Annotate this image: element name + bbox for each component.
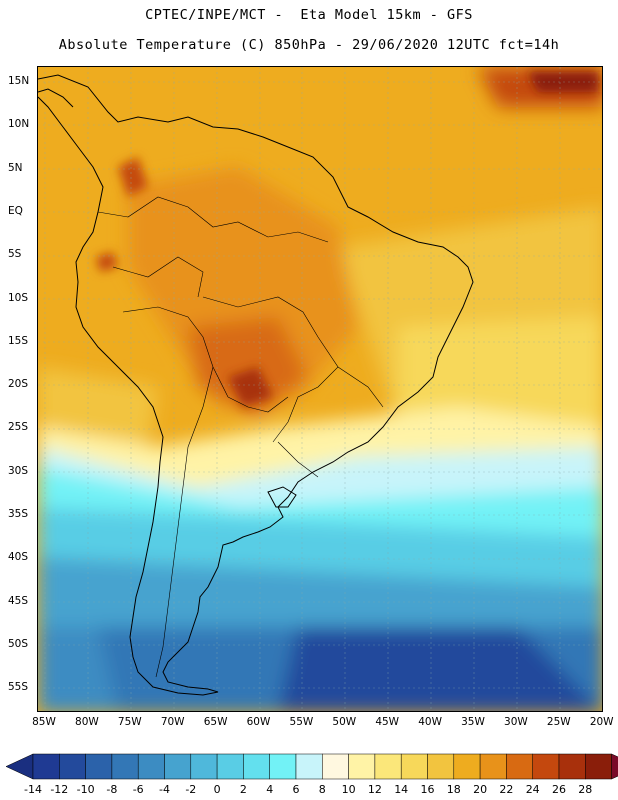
lat-label: 5N <box>8 161 23 174</box>
lon-label: 35W <box>461 716 485 728</box>
lat-label: 25S <box>8 421 29 434</box>
field-zone-neg12 <box>278 627 602 711</box>
colorbar-tick-label: 18 <box>446 783 461 796</box>
chart-subtitle: Absolute Temperature (C) 850hPa - 29/06/… <box>58 37 560 53</box>
colorbar-swatch <box>400 753 428 780</box>
colorbar-tick-label: 28 <box>578 783 593 796</box>
central-america-coast <box>38 88 74 108</box>
lon-label: 55W <box>289 716 314 728</box>
colorbar-swatch <box>427 753 455 780</box>
colorbar-swatch <box>479 753 507 780</box>
colorbar-swatch <box>374 753 402 780</box>
field-zone-west-16 <box>38 367 158 447</box>
colorbar-swatch <box>585 753 612 780</box>
map-canvas <box>38 67 602 711</box>
field-continent-20 <box>128 167 358 407</box>
chart-title: CPTEC/INPE/MCT - Eta Model 15km - GFS <box>145 7 473 23</box>
colorbar-swatch <box>453 753 481 780</box>
lat-label: 30S <box>8 464 29 477</box>
lat-label: 20S <box>8 378 29 391</box>
lon-label: 45W <box>375 716 400 728</box>
colorbar-tick-label: 22 <box>499 783 514 796</box>
colorbar-tick-label: 14 <box>394 783 409 796</box>
lon-label: 40W <box>418 716 442 728</box>
colorbar-tick-label: 16 <box>420 783 435 796</box>
lat-label: EQ <box>8 204 23 217</box>
lon-label: 75W <box>117 716 142 728</box>
colorbar-swatch <box>164 753 192 780</box>
colorbar-tick-label: 20 <box>473 783 488 796</box>
colorbar-swatch <box>111 753 139 780</box>
south-america-coast <box>38 74 474 696</box>
colorbar-swatch <box>190 753 218 780</box>
colorbar-tick-label: -4 <box>159 783 170 796</box>
colorbar-tick-label: 6 <box>292 783 300 796</box>
lat-label: 10N <box>8 118 30 131</box>
colorbar-swatch <box>322 753 349 780</box>
colorbar-tick-label: 26 <box>552 783 566 796</box>
field-hotspot-26 <box>228 367 273 407</box>
colorbar-tick-label: -10 <box>76 783 95 796</box>
colorbar-tick-label: 12 <box>367 783 382 796</box>
field-zone-sw <box>38 627 118 711</box>
lat-label: 5S <box>8 248 22 261</box>
field-andes-24 <box>118 157 148 197</box>
lat-label: 45S <box>8 594 29 607</box>
colorbar-tick-label: 10 <box>341 783 356 796</box>
colorbar-tick-label: 2 <box>239 783 247 796</box>
coastlines <box>38 74 474 696</box>
lon-label: 25W <box>546 716 571 728</box>
lon-label: 65W <box>203 716 228 728</box>
lon-label: 70W <box>160 716 185 728</box>
colorbar-swatch <box>348 753 376 780</box>
graticule <box>38 67 602 711</box>
lat-label: 40S <box>8 551 29 564</box>
colorbar-tick-label: 4 <box>266 783 274 796</box>
colorbar-tick-label: 8 <box>318 783 326 796</box>
lon-label: 85W <box>32 716 56 728</box>
colorbar-swatch <box>295 753 323 780</box>
lat-label: 10S <box>8 291 29 304</box>
colorbar-low-arrow <box>5 753 34 780</box>
colorbar-swatch <box>216 753 244 780</box>
colorbar <box>5 753 618 780</box>
colorbar-swatch <box>59 753 86 780</box>
colorbar-high-arrow <box>611 753 618 780</box>
colorbar-tick-label: 0 <box>213 783 221 796</box>
colorbar-swatch <box>558 753 586 780</box>
lat-label: 15N <box>8 75 30 87</box>
field-ecuador-24 <box>96 252 118 272</box>
colorbar-tick-label: -2 <box>185 783 197 796</box>
lat-label: 15S <box>8 334 29 347</box>
lat-label: 55S <box>8 681 29 694</box>
lat-label: 35S <box>8 508 29 520</box>
temperature-map[interactable] <box>37 66 603 712</box>
colorbar-swatch <box>32 753 60 780</box>
country-borders <box>97 196 384 678</box>
colorbar-tick-label: -12 <box>50 783 69 796</box>
colorbar-swatch <box>532 753 560 780</box>
colorbar-swatch <box>506 753 533 780</box>
colorbar-tick-label: 24 <box>525 783 540 796</box>
lat-label: 50S <box>8 637 29 650</box>
lon-label: 80W <box>75 716 99 728</box>
colorbar-swatch <box>137 753 165 780</box>
colorbar-swatch <box>243 753 270 780</box>
colorbar-swatch <box>269 753 297 780</box>
colorbar-tick-label: -8 <box>106 783 118 796</box>
colorbar-tick-label: -6 <box>132 783 144 796</box>
rio-de-la-plata <box>267 486 297 508</box>
colorbar-swatch <box>85 753 113 780</box>
colorbar-tick-label: -14 <box>24 783 42 796</box>
lon-label: 50W <box>332 716 357 728</box>
lon-label: 20W <box>589 716 614 728</box>
lon-label: 30W <box>504 716 528 728</box>
lon-label: 60W <box>246 716 271 728</box>
